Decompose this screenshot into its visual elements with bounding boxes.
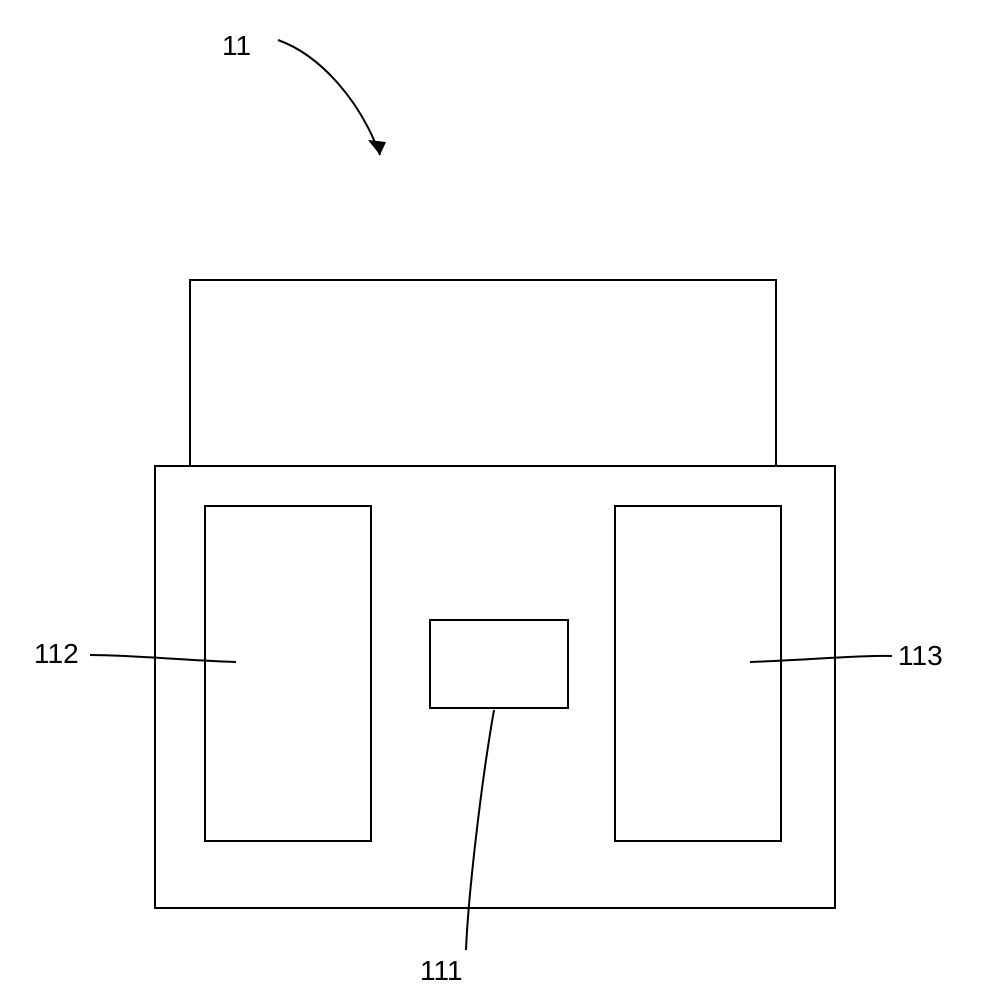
arrow-11-head: [368, 140, 386, 155]
technical-diagram: 11 112 113 111: [0, 0, 988, 1000]
center-small-rect: [430, 620, 568, 708]
leader-111: [466, 710, 494, 950]
leader-112: [90, 655, 236, 662]
diagram-svg: [0, 0, 988, 1000]
label-111: 111: [420, 955, 463, 987]
label-112: 112: [34, 638, 79, 670]
label-113: 113: [898, 640, 943, 672]
upper-rect: [190, 280, 776, 466]
leader-113: [750, 656, 892, 662]
arrow-11-path: [278, 40, 380, 155]
right-inner-rect: [615, 506, 781, 841]
label-11: 11: [222, 30, 251, 62]
left-inner-rect: [205, 506, 371, 841]
